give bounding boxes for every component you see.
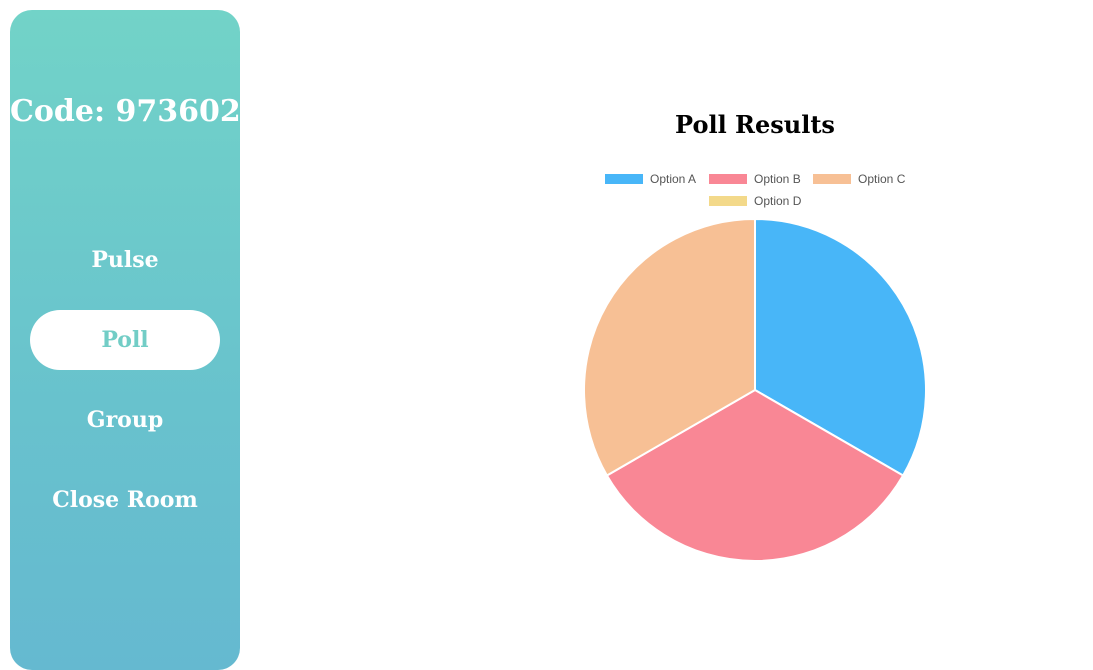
pie-slice-option-c[interactable] [583, 217, 756, 477]
pie-slice-option-b[interactable] [605, 388, 905, 562]
legend-swatch-option-c [813, 174, 851, 184]
pie-chart [583, 217, 927, 562]
legend-swatch-option-a [605, 174, 643, 184]
legend-label-option-b: Option B [754, 172, 801, 186]
legend-label-option-a: Option A [650, 172, 697, 186]
nav-group[interactable]: Group [86, 407, 164, 433]
chart-title: Poll Results [675, 110, 835, 139]
room-code: Code: 973602 [10, 94, 241, 129]
nav-close-room[interactable]: Close Room [52, 487, 198, 513]
nav-poll[interactable]: Poll [30, 310, 220, 370]
legend-label-option-c: Option C [858, 172, 906, 186]
nav-pulse[interactable]: Pulse [91, 247, 159, 273]
sidebar: Code: 973602 Pulse Poll Group Close Room [10, 10, 241, 670]
legend-swatch-option-b [709, 174, 747, 184]
legend-label-option-d: Option D [754, 194, 802, 208]
legend-swatch-option-d [709, 196, 747, 206]
poll-results-chart: Poll Results Option A Option B Option C … [560, 100, 950, 570]
pie-slice-option-a[interactable] [754, 217, 927, 477]
